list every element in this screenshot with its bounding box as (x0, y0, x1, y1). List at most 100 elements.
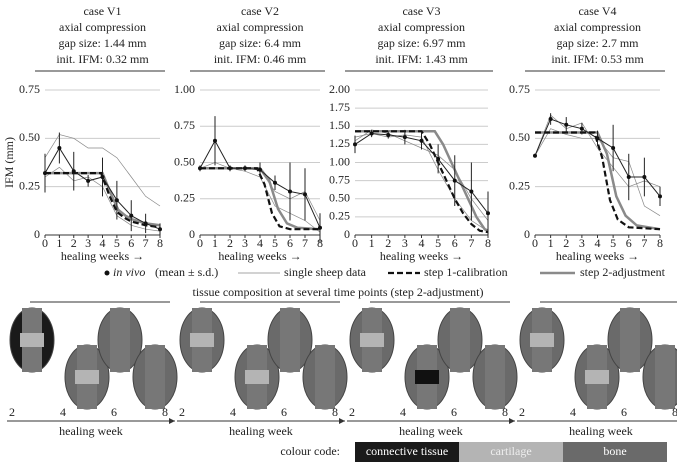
in-vivo-point (579, 126, 584, 131)
x-tick-label: 2 (385, 236, 391, 250)
x-tick-label: 1 (56, 236, 62, 250)
x-axis-label: healing weeks → (556, 249, 639, 263)
in-vivo-point (143, 221, 148, 226)
in-vivo-point (611, 146, 616, 150)
colour-name: connective tissue (366, 444, 448, 458)
y-tick-label: 0.25 (19, 178, 40, 192)
step1-line (355, 130, 489, 234)
panel-title: init. IFM: 0.53 mm (551, 52, 644, 66)
y-tick-label: 0.75 (509, 82, 530, 96)
x-axis-label: healing weeks → (380, 249, 463, 263)
y-tick-label: 0.50 (509, 130, 530, 144)
y-tick-label: 0.25 (174, 191, 195, 205)
week-axis-label: healing week (399, 424, 463, 438)
panel-title: case V4 (578, 4, 616, 18)
y-tick-label: 1.75 (329, 100, 350, 114)
x-axis-label: healing weeks → (218, 249, 301, 263)
x-tick-label: 3 (242, 236, 248, 250)
x-tick-label: 0 (532, 236, 538, 250)
panel-title: case V2 (241, 4, 279, 18)
y-tick-label: 0 (189, 227, 195, 241)
x-tick-label: 5 (435, 236, 441, 250)
in-vivo-line (534, 118, 661, 197)
colour-swatch (563, 442, 667, 462)
y-tick-label: 1.00 (329, 154, 350, 168)
in-vivo-point (303, 192, 307, 197)
panel-title: axial compression (59, 20, 146, 34)
in-vivo-point (658, 194, 662, 199)
y-tick-label: 0 (344, 227, 350, 241)
x-tick-label: 4 (100, 236, 106, 250)
cartilage-zone (75, 370, 99, 384)
cartilage-zone (360, 333, 384, 347)
x-tick-label: 2 (71, 236, 77, 250)
week-label: 4 (400, 405, 406, 419)
in-vivo-point (158, 227, 162, 232)
legend-label: single sheep data (284, 265, 367, 279)
week-label: 2 (349, 405, 355, 419)
y-tick-label: 0.50 (329, 191, 350, 205)
panel-title: case V1 (83, 4, 121, 18)
legend-label: step 2-adjustment (580, 265, 666, 279)
x-tick-label: 8 (157, 236, 163, 250)
legend-label: in vivo (113, 265, 145, 279)
in-vivo-point (129, 213, 134, 218)
sheep-line (44, 134, 161, 207)
cartilage-zone (415, 370, 439, 384)
panel-title: axial compression (217, 20, 304, 34)
cartilage-zone (530, 333, 554, 347)
panel-title: gap size: 6.97 mm (378, 36, 467, 50)
y-tick-label: 1.50 (329, 118, 350, 132)
in-vivo-point (469, 189, 474, 194)
week-label: 8 (162, 405, 168, 419)
step2-line (535, 131, 661, 231)
y-tick-label: 2.00 (329, 82, 350, 96)
week-label: 2 (179, 405, 185, 419)
x-tick-label: 0 (197, 236, 203, 250)
x-tick-label: 7 (302, 236, 308, 250)
x-tick-label: 4 (257, 236, 263, 250)
in-vivo-point (452, 178, 457, 183)
bone-segment (280, 308, 300, 372)
arrow-head (339, 418, 345, 424)
week-label: 4 (570, 405, 576, 419)
cartilage-zone (190, 333, 214, 347)
week-label: 4 (230, 405, 236, 419)
bone-segment (485, 345, 505, 409)
x-tick-label: 8 (317, 236, 323, 250)
in-vivo-point (642, 175, 647, 179)
in-vivo-point (100, 175, 105, 179)
in-vivo-point (533, 153, 537, 158)
week-label: 4 (60, 405, 66, 419)
in-vivo-point (198, 166, 202, 171)
week-label: 8 (332, 405, 338, 419)
y-tick-label: 0.75 (174, 118, 195, 132)
x-tick-label: 3 (579, 236, 585, 250)
y-tick-label: 0.25 (329, 209, 350, 223)
week-axis-label: healing week (229, 424, 293, 438)
bone-segment (655, 345, 675, 409)
x-tick-label: 3 (85, 236, 91, 250)
week-label: 6 (281, 405, 287, 419)
step1-line (535, 131, 661, 231)
x-tick-label: 0 (42, 236, 48, 250)
bone-segment (145, 345, 165, 409)
x-axis-label: healing weeks → (61, 249, 144, 263)
x-tick-label: 3 (402, 236, 408, 250)
bone-segment (450, 308, 470, 372)
in-vivo-point (57, 146, 62, 150)
step1-line (45, 172, 161, 229)
x-tick-label: 6 (452, 236, 458, 250)
colour-name: bone (603, 444, 626, 458)
in-vivo-point (71, 169, 76, 174)
panel-title: gap size: 1.44 mm (59, 36, 148, 50)
panel-title: case V3 (402, 4, 440, 18)
arrow-head (169, 418, 175, 424)
week-label: 6 (111, 405, 117, 419)
x-tick-label: 7 (641, 236, 647, 250)
in-vivo-point (86, 178, 91, 183)
week-label: 8 (502, 405, 508, 419)
panel-title: init. IFM: 0.32 mm (56, 52, 149, 66)
in-vivo-point (386, 132, 391, 137)
